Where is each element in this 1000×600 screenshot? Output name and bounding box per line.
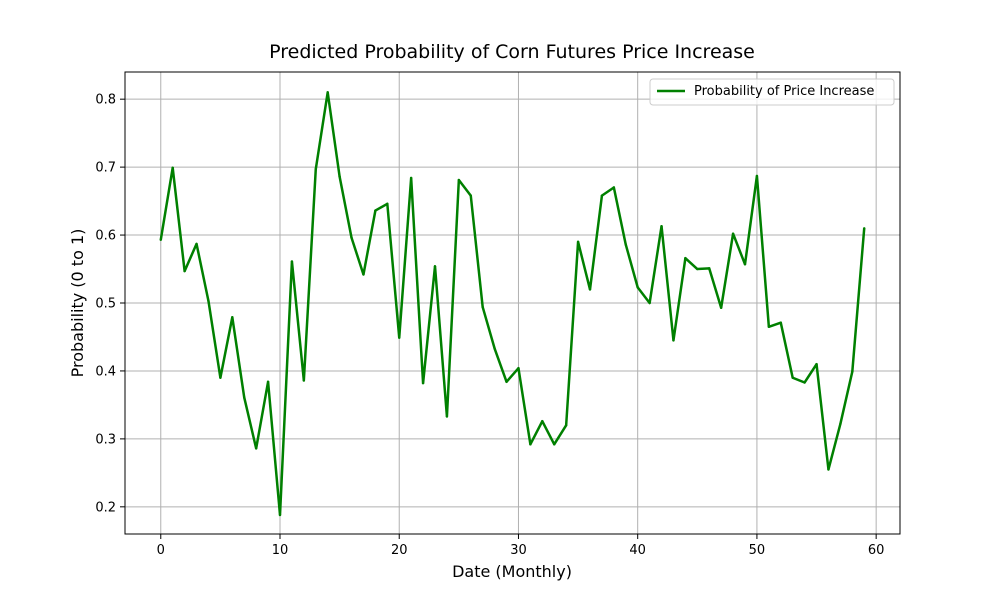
data-point	[517, 367, 520, 370]
data-point	[302, 379, 306, 382]
y-tick-label: 0.2	[95, 500, 116, 515]
data-point	[350, 236, 353, 239]
x-axis-title: Date (Monthly)	[452, 562, 572, 581]
data-point	[290, 260, 294, 263]
data-point	[839, 422, 842, 426]
data-point	[696, 267, 699, 271]
data-point	[588, 288, 592, 291]
data-point	[338, 175, 341, 178]
data-point	[529, 443, 532, 446]
data-point	[803, 381, 806, 384]
data-point	[362, 273, 365, 276]
data-point	[743, 263, 747, 266]
x-tick-label: 40	[629, 543, 646, 558]
data-point	[457, 178, 461, 182]
data-point	[815, 362, 818, 366]
data-point	[755, 174, 759, 178]
y-tick-label: 0.3	[95, 432, 116, 447]
data-point	[219, 376, 222, 379]
data-point	[445, 415, 449, 418]
data-point	[827, 468, 830, 471]
data-point	[207, 299, 210, 303]
data-point	[278, 513, 282, 517]
data-point	[719, 306, 723, 309]
y-tick-label: 0.4	[95, 364, 116, 379]
y-tick-label: 0.6	[95, 229, 116, 244]
data-point	[779, 321, 782, 324]
data-point	[553, 443, 556, 446]
legend: Probability of Price Increase	[649, 78, 895, 106]
x-tick-label: 0	[157, 543, 165, 558]
data-point	[159, 238, 162, 242]
x-tick-label: 60	[868, 543, 885, 558]
data-point	[505, 380, 508, 384]
data-point	[409, 176, 413, 180]
data-point	[231, 316, 234, 319]
data-point	[600, 194, 604, 197]
data-point	[564, 424, 568, 427]
data-point	[493, 347, 496, 350]
x-tick-label: 50	[749, 543, 766, 558]
y-axis: 0.2 0.3 0.4 0.5 0.6 0.7 0.8	[95, 93, 125, 515]
data-point	[624, 243, 627, 246]
series-line	[159, 91, 866, 517]
data-point	[648, 301, 651, 305]
data-point	[636, 286, 639, 289]
data-point	[660, 225, 663, 228]
data-point	[863, 227, 866, 230]
x-tick-label: 20	[391, 543, 408, 558]
data-point	[254, 447, 258, 450]
data-point	[481, 305, 484, 309]
x-axis: 0 10 20 30 40 50 60	[157, 534, 885, 558]
y-tick-label: 0.5	[95, 297, 116, 312]
y-tick-label: 0.8	[95, 93, 116, 108]
data-point	[612, 186, 616, 189]
data-point	[386, 202, 389, 206]
data-point	[433, 265, 437, 268]
data-point	[731, 232, 735, 235]
data-point	[314, 167, 317, 171]
data-point	[421, 381, 425, 385]
data-point	[684, 256, 687, 260]
data-point	[708, 267, 711, 270]
data-point	[791, 376, 794, 379]
data-point	[374, 209, 377, 212]
data-point	[243, 396, 246, 399]
data-point	[541, 420, 544, 423]
x-tick-label: 10	[272, 543, 289, 558]
x-tick-label: 30	[510, 543, 527, 558]
data-point	[171, 166, 174, 169]
data-point	[672, 339, 675, 342]
data-point	[469, 194, 472, 197]
legend-label: Probability of Price Increase	[694, 84, 874, 99]
series-group	[159, 91, 866, 517]
data-point	[398, 336, 401, 339]
data-point	[266, 380, 270, 384]
data-point	[326, 91, 329, 94]
data-point	[576, 240, 580, 244]
y-axis-title: Probability (0 to 1)	[68, 229, 87, 378]
chart-title: Predicted Probability of Corn Futures Pr…	[269, 41, 755, 63]
data-point	[183, 269, 186, 273]
data-point	[767, 325, 771, 328]
legend-box	[649, 78, 895, 106]
data-point	[851, 370, 854, 373]
y-tick-label: 0.7	[95, 161, 116, 176]
data-point	[195, 242, 198, 246]
